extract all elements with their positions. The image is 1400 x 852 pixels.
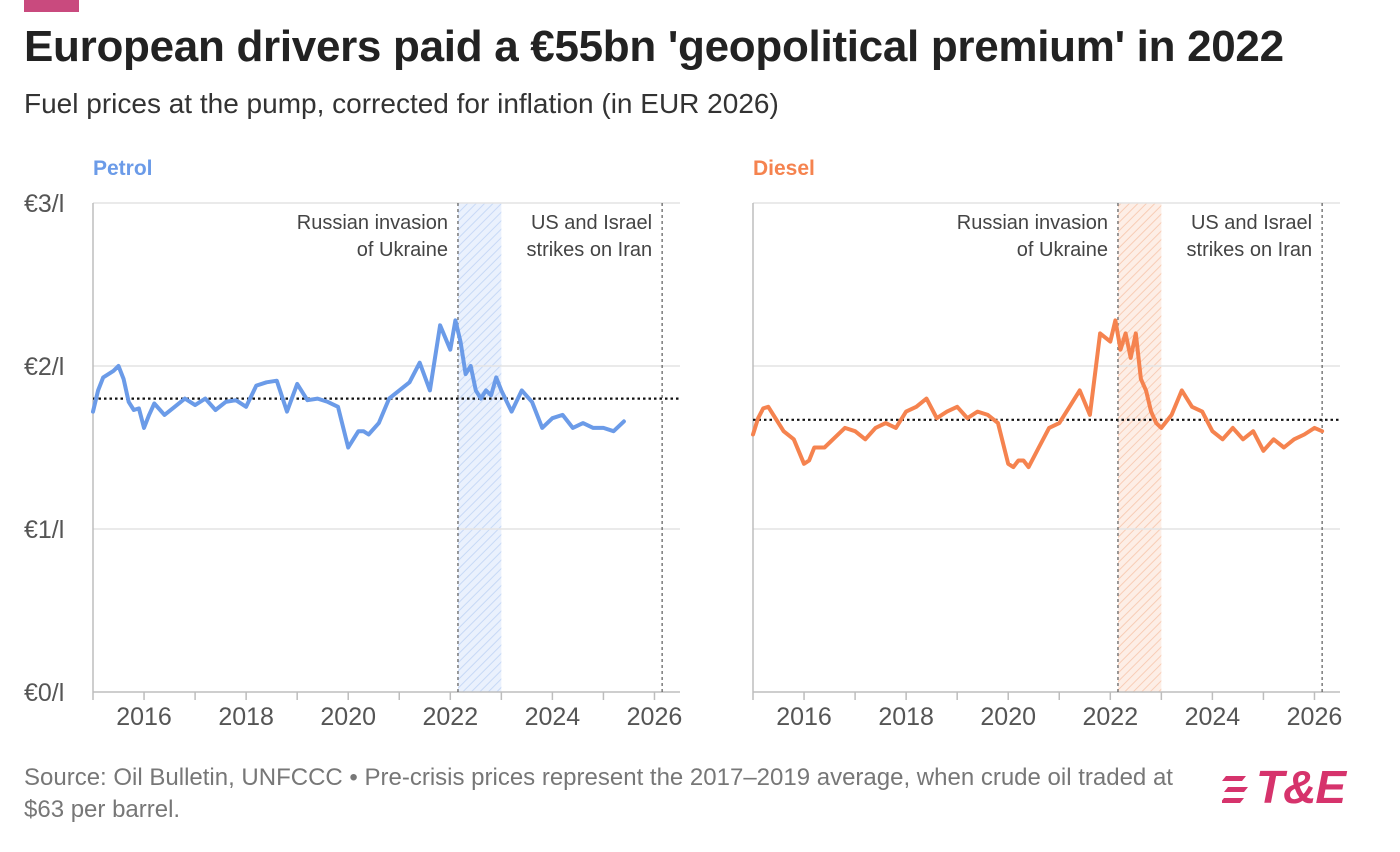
chart-subtitle: Fuel prices at the pump, corrected for i… [24,88,779,119]
petrol-x-tick-label: 2024 [525,703,581,731]
petrol-event-label: US and Israel [531,212,652,234]
diesel-x-tick-label: 2016 [776,703,832,731]
logo-stripes-icon [1222,776,1248,803]
petrol-panel: Petrol €0/l €1/l €2/l €3/l 2016 2018 2020 2022 20… [24,0,682,731]
diesel-price-line [751,318,1325,470]
petrol-x-tick-label: 2020 [320,703,376,731]
diesel-event-label: of Ukraine [1017,239,1108,261]
petrol-y-tick-label: €0/l [24,679,64,707]
diesel-x-tick-label: 2022 [1082,703,1138,731]
petrol-event-label: of Ukraine [357,239,448,261]
diesel-event-label: Russian invasion [957,212,1108,234]
petrol-y-tick-label: €2/l [24,353,64,381]
diesel-x-tick-label: 2020 [980,703,1036,731]
petrol-panel-title: Petrol [93,157,153,180]
diesel-panel: Diesel 2016 2018 2020 2022 2024 2026 Russian in… [751,157,1343,731]
petrol-event-label: strikes on Iran [527,239,653,261]
petrol-x-tick-label: 2018 [218,703,274,731]
petrol-x-tick-label: 2016 [116,703,172,731]
chart-title: European drivers paid a €55bn 'geopoliti… [24,22,1284,71]
petrol-event-label: Russian invasion [297,212,448,234]
diesel-panel-title: Diesel [753,157,815,180]
diesel-x-tick-label: 2018 [878,703,934,731]
diesel-x-tick-label: 2026 [1287,703,1343,731]
diesel-event-label: US and Israel [1191,212,1312,234]
diesel-shaded-period [1117,203,1162,692]
te-logo: T&E [1222,761,1382,814]
accent-bar [24,0,79,12]
diesel-x-tick-label: 2024 [1185,703,1241,731]
petrol-x-tick-label: 2022 [422,703,478,731]
petrol-y-tick-label: €1/l [24,516,64,544]
diesel-event-label: strikes on Iran [1187,239,1313,261]
petrol-x-tick-label: 2026 [627,703,683,731]
petrol-y-tick-label: €3/l [24,190,64,218]
petrol-price-line [91,318,626,450]
logo-text: T&E [1256,761,1346,813]
source-note: Source: Oil Bulletin, UNFCCC • Pre-crisi… [24,764,1173,823]
petrol-shaded-period [457,203,502,692]
